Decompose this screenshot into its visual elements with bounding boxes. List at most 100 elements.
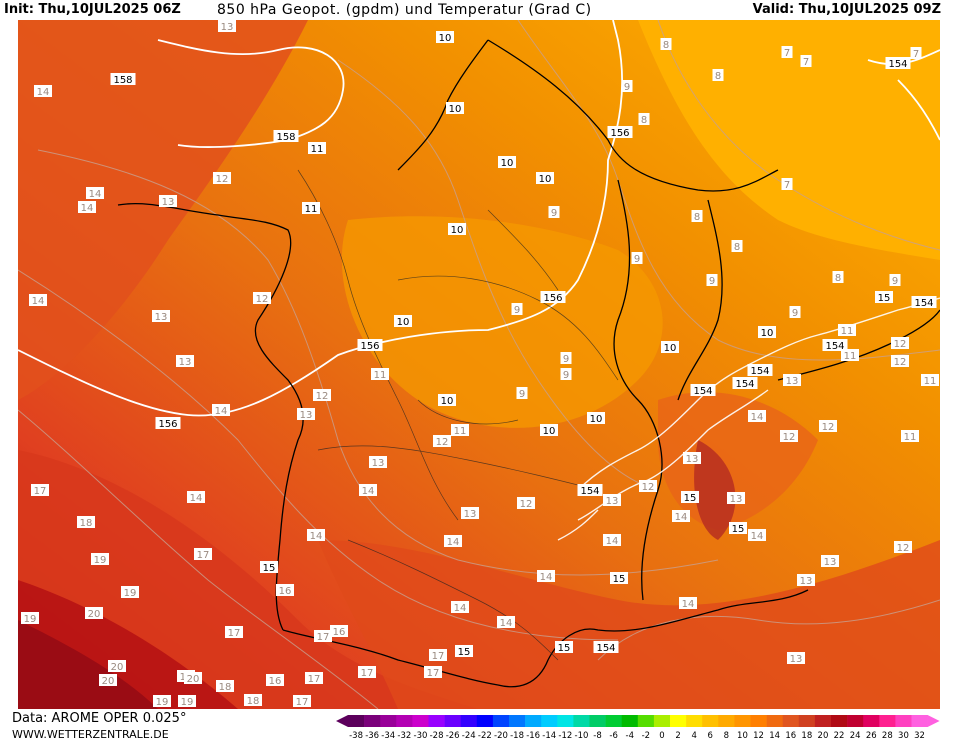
label-box [497, 616, 515, 628]
temperature-label: 18 [77, 516, 95, 529]
temperature-label: 9 [548, 206, 560, 219]
temperature-label: 14 [748, 410, 766, 423]
label-text: 11 [844, 351, 857, 362]
legend-swatch [557, 715, 574, 727]
label-text: 18 [219, 682, 232, 693]
temperature-label: 13 [603, 494, 621, 507]
label-text: 10 [664, 343, 677, 354]
label-box [394, 315, 412, 327]
legend-swatch [364, 715, 381, 727]
temperature-label: 17 [314, 630, 332, 643]
label-box [885, 57, 911, 69]
geopotential-label: 156 [155, 417, 181, 430]
label-text: 8 [694, 212, 700, 223]
label-box [260, 561, 278, 573]
legend-tick-label: 4 [691, 731, 696, 740]
geopotential-label: 154 [732, 377, 758, 390]
temperature-label: 13 [797, 574, 815, 587]
label-box [253, 292, 271, 304]
label-text: 14 [540, 572, 553, 583]
geopotential-label: 156 [540, 291, 566, 304]
label-box [498, 156, 516, 168]
legend-swatch [492, 715, 510, 727]
legend-tick-label: 32 [914, 731, 925, 740]
label-text: 7 [784, 180, 790, 191]
label-box [307, 529, 325, 541]
temperature-label: 17 [31, 484, 49, 497]
label-text: 12 [783, 432, 796, 443]
label-box [894, 541, 912, 553]
label-box [797, 574, 815, 586]
legend-tick-label: -10 [575, 731, 589, 740]
label-text: 154 [825, 341, 844, 352]
label-text: 8 [663, 40, 669, 51]
legend-tick-label: 18 [801, 731, 812, 740]
label-box [679, 597, 697, 609]
label-box [548, 206, 560, 218]
geopotential-label: 10 [394, 315, 412, 328]
temperature-label: 13 [369, 456, 387, 469]
label-text: 16 [333, 627, 346, 638]
label-box [176, 355, 194, 367]
legend-tick-label: -12 [558, 731, 572, 740]
temperature-label: 12 [819, 420, 837, 433]
label-text: 15 [458, 647, 471, 658]
label-text: 13 [606, 496, 619, 507]
temperature-label: 12 [639, 480, 657, 493]
label-text: 154 [750, 366, 769, 377]
label-text: 12 [822, 422, 835, 433]
label-text: 154 [596, 643, 615, 654]
temperature-label: 13 [218, 20, 236, 33]
label-text: 154 [914, 298, 933, 309]
weather-map: 158 158 156 156 156 156 154 154 154 154 154 154 154 1… [18, 20, 940, 709]
label-text: 12 [642, 482, 655, 493]
geopotential-label: 10 [436, 31, 454, 44]
temperature-label: 13 [727, 492, 745, 505]
legend-swatch [621, 715, 639, 727]
label-box [822, 339, 848, 351]
geopotential-label: 11 [308, 142, 326, 155]
temperature-label: 12 [253, 292, 271, 305]
legend-tick-label: 2 [675, 731, 680, 740]
label-text: 12 [897, 543, 910, 554]
label-text: 15 [558, 643, 571, 654]
legend-swatch [396, 715, 413, 727]
geopotential-label: 10 [498, 156, 516, 169]
label-text: 156 [158, 419, 177, 430]
label-box [446, 102, 464, 114]
temperature-label: 9 [516, 387, 528, 400]
temperature-label: 17 [225, 626, 243, 639]
label-box [451, 601, 469, 613]
label-box [838, 324, 856, 336]
label-box [78, 201, 96, 213]
temperature-label: 14 [78, 201, 96, 214]
label-box [901, 430, 919, 442]
label-text: 8 [715, 71, 721, 82]
label-box [516, 387, 528, 399]
label-text: 18 [80, 518, 93, 529]
label-box [121, 586, 139, 598]
label-text: 16 [269, 676, 282, 687]
label-box [787, 652, 805, 664]
label-text: 154 [735, 379, 754, 390]
label-box [273, 130, 299, 142]
label-text: 13 [786, 376, 799, 387]
label-box [108, 660, 126, 672]
label-box [621, 80, 633, 92]
geopotential-label: 10 [448, 223, 466, 236]
label-text: 13 [824, 557, 837, 568]
temperature-label: 17 [424, 666, 442, 679]
legend-tick-label: -18 [510, 731, 524, 740]
label-box [819, 420, 837, 432]
label-box [706, 274, 718, 286]
legend-swatch [750, 715, 767, 727]
label-text: 12 [216, 174, 229, 185]
temperature-label: 12 [891, 337, 909, 350]
label-text: 14 [310, 531, 323, 542]
temperature-label: 11 [841, 349, 859, 362]
temperature-label: 14 [212, 404, 230, 417]
label-text: 15 [684, 493, 697, 504]
label-box [444, 535, 462, 547]
label-text: 156 [360, 341, 379, 352]
legend-tick-label: 20 [818, 731, 829, 740]
